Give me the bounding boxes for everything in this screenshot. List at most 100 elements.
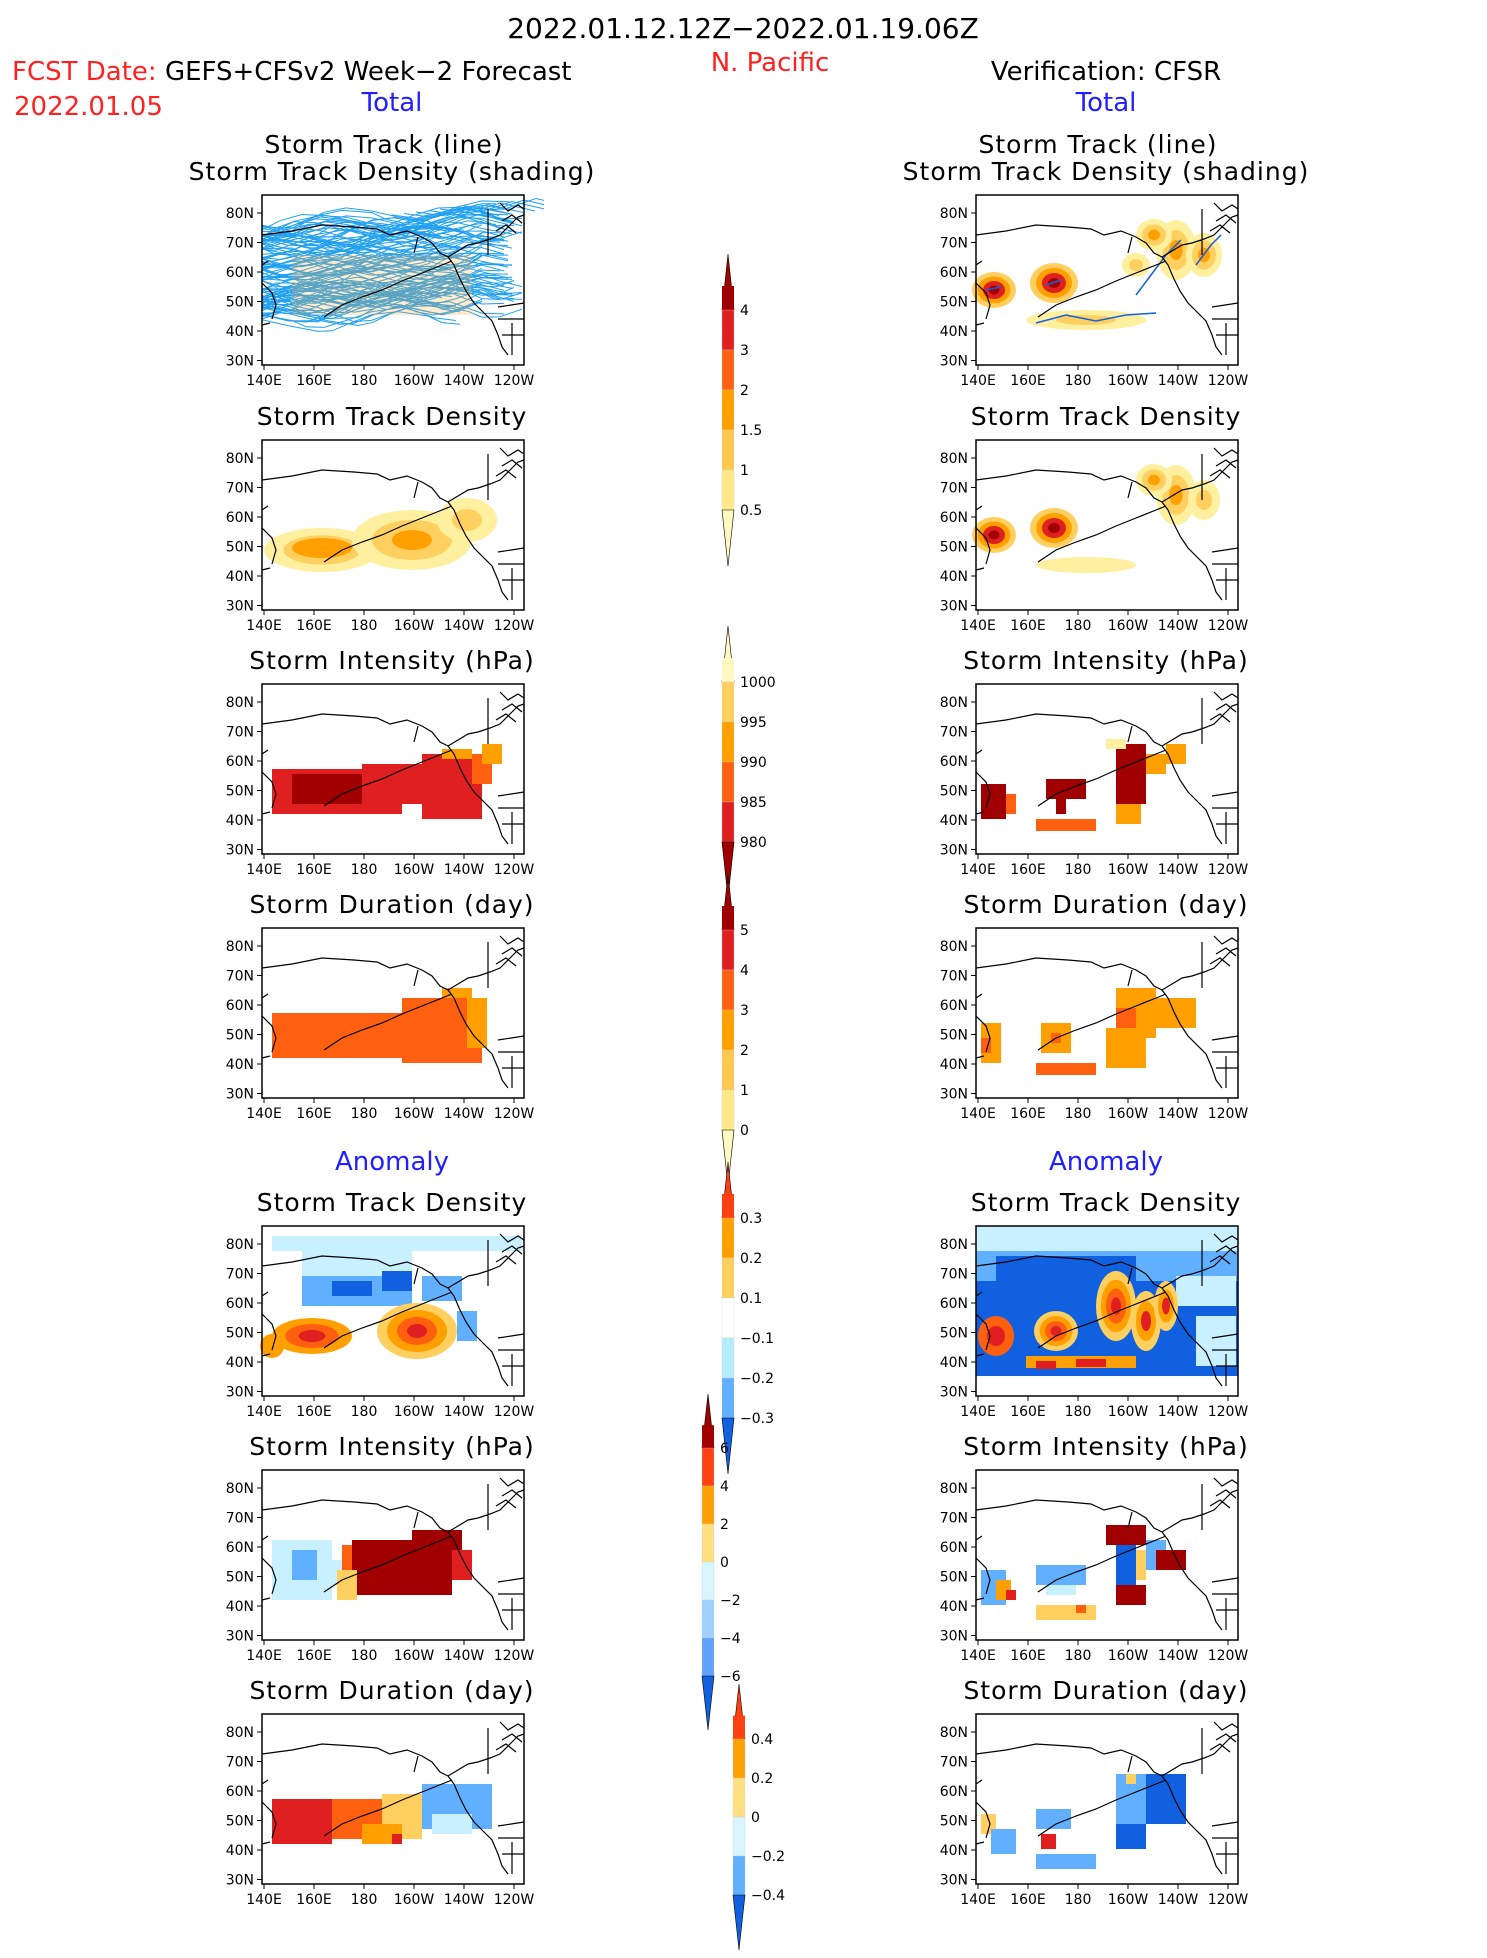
lon-tick-label: 140W [444, 373, 485, 389]
plot-frame [975, 439, 1239, 611]
lat-tick-label: 60N [226, 1784, 254, 1800]
lon-tick-label: 140W [444, 1892, 485, 1908]
colorbar-segment [721, 969, 735, 1011]
colorbar-duration-total: 5 4 3 2 1 0 [710, 870, 790, 1194]
lon-tick-label: 120W [494, 1892, 535, 1908]
lon-tick-label: 120W [1208, 618, 1249, 634]
colorbar-segment [732, 1816, 746, 1857]
lat-tick-label: 30N [226, 1385, 254, 1401]
colorbar-segment [722, 658, 734, 682]
lon-tick-label: 160E [1010, 1106, 1046, 1122]
panel-duration-obs-field [981, 988, 1196, 1075]
lat-tick-label: 50N [940, 1814, 968, 1830]
lon-tick-label: 120W [1208, 1404, 1249, 1420]
lon-tick-label: 120W [1208, 862, 1249, 878]
colorbar-segment [722, 1194, 734, 1218]
colorbar-segment [702, 1425, 714, 1448]
colorbar-label: −0.1 [740, 1331, 774, 1347]
plot-frame [261, 683, 525, 855]
colorbar-intensity-total: 1000 995 990 985 980 [710, 622, 790, 906]
lat-tick-label: 70N [940, 969, 968, 985]
lat-tick-label: 50N [226, 295, 254, 311]
colorbar-label: 0 [720, 1555, 729, 1571]
colorbar-arrow-bottom [721, 841, 735, 899]
lat-tick-label: 30N [940, 1385, 968, 1401]
lat-tick-label: 80N [226, 939, 254, 955]
lat-tick-label: 30N [226, 599, 254, 615]
colorbar-label: 0.1 [740, 1291, 762, 1307]
lat-tick-label: 50N [226, 1028, 254, 1044]
colorbar-segment [721, 389, 735, 431]
coastline [261, 691, 525, 845]
date-range-title: 2022.01.12.12Z−2022.01.19.06Z [507, 12, 979, 45]
lon-tick-label: 140W [1158, 618, 1199, 634]
lat-tick-label: 40N [226, 1599, 254, 1615]
lat-tick-label: 40N [940, 569, 968, 585]
panel-anom-density-obs-field [976, 1226, 1238, 1376]
section-total-right: Total [1075, 88, 1137, 118]
lon-tick-label: 180 [351, 1106, 378, 1122]
title-density-right: Storm Track Density [970, 402, 1242, 431]
lon-tick-label: 140W [1158, 862, 1199, 878]
colorbar-density-anom: 0.3 0.2 0.1 −0.1 −0.2 −0.3 [710, 1158, 790, 1482]
fcst-prefix: FCST Date: [12, 57, 157, 87]
lat-tick-label: 40N [226, 324, 254, 340]
colorbar-label: 4 [720, 1479, 729, 1495]
lat-tick-label: 30N [940, 843, 968, 859]
colorbar-segment [721, 721, 735, 763]
colorbar-segment [721, 1337, 735, 1379]
panel-duration-fcst-field [272, 988, 487, 1063]
lon-tick-label: 160W [1108, 618, 1149, 634]
panel-anom-density-fcst-field [260, 1236, 522, 1359]
lon-tick-label: 160W [394, 373, 435, 389]
coastline [261, 447, 525, 601]
lon-tick-label: 140E [246, 618, 282, 634]
lat-tick-label: 80N [226, 1481, 254, 1497]
title-anom-duration-left: Storm Duration (day) [249, 1676, 535, 1705]
colorbar-label: 2 [740, 383, 749, 399]
lat-tick-label: 70N [940, 725, 968, 741]
panel-track-obs-field [972, 219, 1222, 330]
lat-tick-label: 60N [226, 1540, 254, 1556]
lat-tick-label: 30N [940, 1873, 968, 1889]
lon-tick-label: 140W [1158, 1648, 1199, 1664]
colorbar-label: −0.2 [751, 1849, 785, 1865]
colorbar-segment [721, 429, 735, 471]
lat-tick-label: 30N [226, 843, 254, 859]
lat-tick-label: 50N [940, 784, 968, 800]
title-duration-right: Storm Duration (day) [963, 890, 1249, 919]
colorbar-label: −4 [720, 1631, 741, 1647]
colorbar-label: −0.3 [740, 1411, 774, 1427]
lon-tick-label: 140E [246, 1892, 282, 1908]
lon-tick-label: 180 [351, 1892, 378, 1908]
lat-tick-label: 40N [226, 813, 254, 829]
plot-frame [975, 194, 1239, 366]
lon-tick-label: 180 [351, 618, 378, 634]
colorbar-segment [701, 1561, 715, 1601]
lat-tick-label: 60N [940, 1784, 968, 1800]
lon-tick-label: 180 [1065, 618, 1092, 634]
lon-tick-label: 120W [494, 373, 535, 389]
lon-tick-label: 140W [1158, 1106, 1199, 1122]
lat-tick-label: 50N [940, 1028, 968, 1044]
lat-tick-label: 50N [226, 540, 254, 556]
section-anomaly-left: Anomaly [334, 1147, 450, 1177]
colorbar-label: 6 [720, 1441, 729, 1457]
lat-tick-label: 50N [226, 784, 254, 800]
colorbar-segment [721, 1009, 735, 1051]
lon-tick-label: 160W [394, 1404, 435, 1420]
lon-tick-label: 140E [246, 1648, 282, 1664]
lon-tick-label: 180 [1065, 373, 1092, 389]
colorbar-arrow-bottom [721, 509, 735, 567]
plot-frame [261, 439, 525, 611]
panel-duration-fcst: 80N 70N 60N 50N 40N 30N 140E 160E 180 160W 140W 120… [202, 918, 544, 1132]
colorbar-segment [701, 1447, 715, 1487]
lat-tick-label: 70N [226, 236, 254, 252]
lon-tick-label: 120W [1208, 1648, 1249, 1664]
lat-tick-label: 60N [940, 510, 968, 526]
colorbar-segment [701, 1485, 715, 1525]
fcst-line: FCST Date: GEFS+CFSv2 Week−2 Forecast [12, 57, 572, 87]
plot-frame [261, 1225, 525, 1397]
lon-tick-label: 160W [394, 1648, 435, 1664]
colorbar-label: 1 [740, 1083, 749, 1099]
